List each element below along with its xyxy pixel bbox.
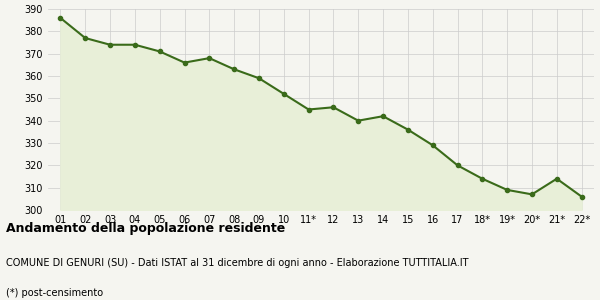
Text: COMUNE DI GENURI (SU) - Dati ISTAT al 31 dicembre di ogni anno - Elaborazione TU: COMUNE DI GENURI (SU) - Dati ISTAT al 31… bbox=[6, 258, 469, 268]
Text: Andamento della popolazione residente: Andamento della popolazione residente bbox=[6, 222, 285, 235]
Text: (*) post-censimento: (*) post-censimento bbox=[6, 288, 103, 298]
